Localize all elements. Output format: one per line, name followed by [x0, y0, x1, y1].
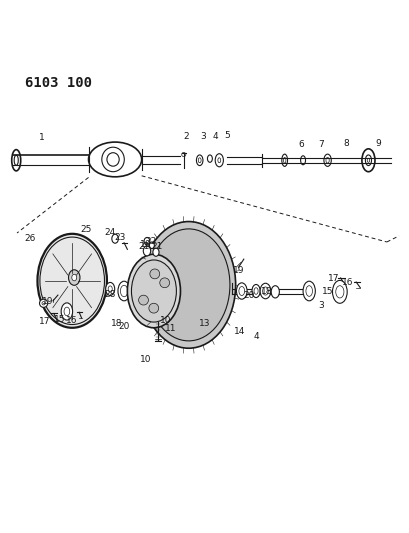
- Ellipse shape: [107, 152, 119, 166]
- Text: 19: 19: [232, 266, 244, 275]
- Ellipse shape: [128, 286, 136, 297]
- Ellipse shape: [118, 281, 130, 301]
- Ellipse shape: [254, 288, 258, 294]
- Text: 6: 6: [297, 140, 303, 149]
- Ellipse shape: [40, 237, 104, 325]
- Ellipse shape: [238, 287, 244, 295]
- Text: 4: 4: [253, 332, 258, 341]
- Ellipse shape: [302, 281, 315, 301]
- Text: 26: 26: [25, 234, 36, 243]
- Text: 24: 24: [104, 229, 116, 238]
- Text: 13: 13: [199, 319, 210, 328]
- Circle shape: [150, 269, 159, 279]
- Text: 8: 8: [342, 140, 348, 148]
- Ellipse shape: [131, 260, 176, 322]
- Text: 3: 3: [200, 132, 205, 141]
- Text: 22: 22: [145, 238, 156, 246]
- Ellipse shape: [88, 142, 142, 177]
- Text: 6103 100: 6103 100: [25, 77, 92, 91]
- Text: 18: 18: [111, 319, 123, 328]
- Ellipse shape: [143, 246, 150, 256]
- Ellipse shape: [106, 282, 115, 295]
- Ellipse shape: [332, 280, 346, 303]
- Ellipse shape: [153, 248, 159, 256]
- Text: 14: 14: [234, 327, 245, 336]
- Circle shape: [160, 278, 169, 288]
- Ellipse shape: [262, 287, 267, 295]
- Text: 20: 20: [118, 322, 130, 332]
- Text: 10: 10: [160, 316, 171, 325]
- Text: 21: 21: [151, 243, 162, 252]
- Text: 28: 28: [104, 290, 116, 299]
- Ellipse shape: [127, 254, 180, 328]
- Text: 4: 4: [212, 132, 218, 141]
- Text: 21: 21: [138, 243, 149, 252]
- Ellipse shape: [61, 303, 72, 320]
- Ellipse shape: [144, 238, 149, 245]
- Ellipse shape: [72, 274, 76, 281]
- Text: 16: 16: [66, 316, 78, 325]
- Ellipse shape: [37, 234, 107, 328]
- Text: 25: 25: [80, 225, 91, 234]
- Ellipse shape: [149, 242, 154, 248]
- Text: 17: 17: [39, 317, 50, 326]
- Ellipse shape: [260, 283, 270, 299]
- Text: 19: 19: [42, 297, 53, 306]
- Text: 15: 15: [54, 315, 65, 324]
- Ellipse shape: [112, 234, 118, 243]
- Text: 2: 2: [183, 132, 189, 141]
- Circle shape: [148, 303, 158, 313]
- Text: 16: 16: [342, 278, 353, 287]
- Text: 23: 23: [114, 233, 126, 243]
- Ellipse shape: [252, 285, 260, 297]
- Text: 18: 18: [260, 287, 272, 296]
- Ellipse shape: [236, 283, 247, 299]
- Ellipse shape: [270, 286, 279, 298]
- Circle shape: [39, 299, 47, 308]
- Ellipse shape: [120, 285, 128, 297]
- Circle shape: [138, 295, 148, 305]
- Text: 11: 11: [164, 324, 175, 333]
- Text: 7: 7: [318, 140, 324, 149]
- Ellipse shape: [147, 229, 229, 341]
- Ellipse shape: [108, 286, 112, 292]
- Text: 1: 1: [38, 133, 44, 142]
- Text: 15: 15: [321, 287, 333, 296]
- Ellipse shape: [101, 147, 124, 172]
- Text: 9: 9: [375, 140, 381, 148]
- Ellipse shape: [68, 270, 80, 285]
- Ellipse shape: [305, 286, 312, 296]
- Ellipse shape: [142, 222, 235, 348]
- Ellipse shape: [335, 286, 343, 298]
- Circle shape: [42, 302, 45, 305]
- Text: 10: 10: [139, 355, 151, 364]
- Text: 5: 5: [224, 131, 230, 140]
- Text: 10: 10: [139, 239, 151, 248]
- Ellipse shape: [64, 307, 70, 316]
- Text: 20: 20: [243, 292, 254, 301]
- Text: 17: 17: [327, 274, 339, 283]
- Text: 3: 3: [318, 301, 324, 310]
